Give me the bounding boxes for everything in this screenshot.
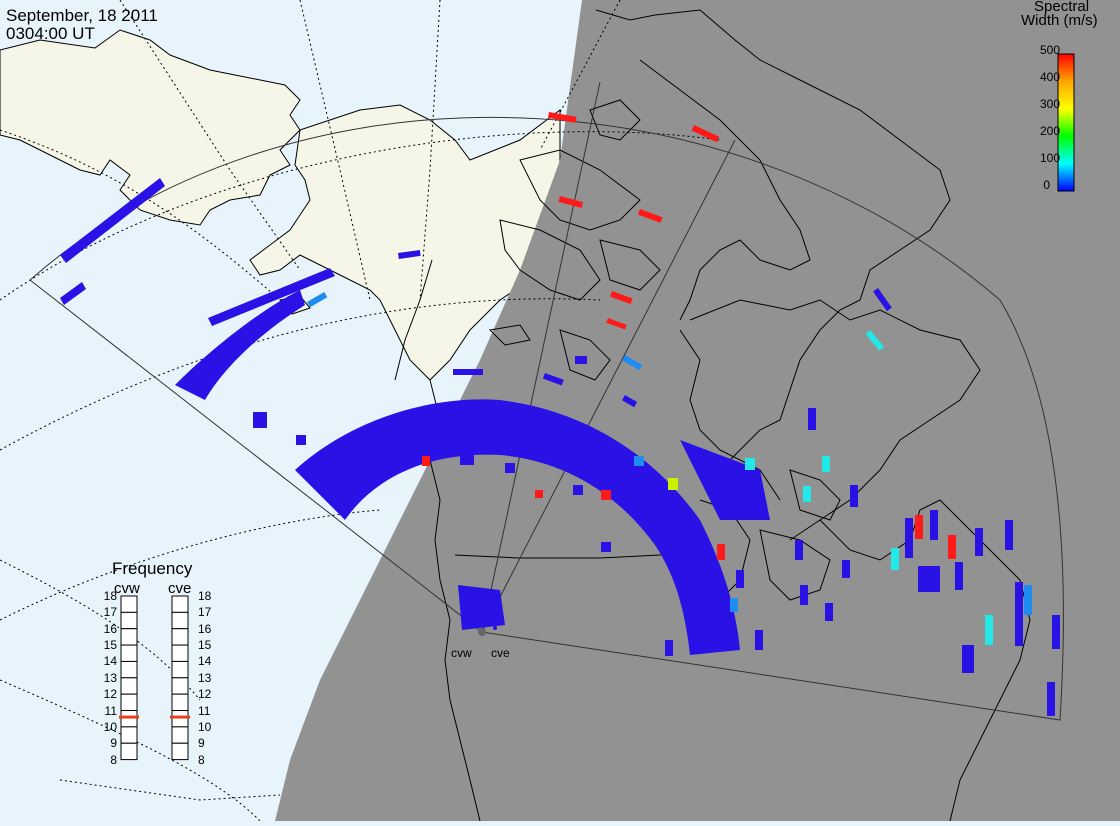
frequency-tick-right: 18 <box>198 589 212 603</box>
frequency-tick-left: 13 <box>103 670 117 685</box>
frequency-cell <box>171 628 189 646</box>
frequency-cell <box>120 595 138 613</box>
colorbar-tick-300: 300 <box>1040 97 1060 111</box>
frequency-panel-title: Frequency <box>112 559 193 578</box>
colorbar-tick-500: 500 <box>1040 43 1060 57</box>
frequency-cell <box>120 611 138 630</box>
frequency-cell <box>171 677 189 695</box>
frequency-cell <box>120 726 138 744</box>
scatter-other-cells <box>634 456 678 490</box>
scatter-red-cells <box>422 112 956 560</box>
scatter-blue-cells <box>253 249 1060 716</box>
frequency-tick-right: 9 <box>198 736 205 751</box>
frequency-col-cve: cve <box>168 580 192 597</box>
frequency-cell <box>171 742 189 761</box>
frequency-tick-right: 16 <box>198 621 212 636</box>
frequency-cell <box>171 726 189 744</box>
frequency-cell <box>171 644 189 662</box>
date-label: September, 18 2011 <box>6 6 158 25</box>
frequency-tick-left: 12 <box>103 687 117 702</box>
frequency-cell <box>120 660 138 679</box>
frequency-tick-right: 13 <box>198 670 212 685</box>
frequency-cell <box>120 644 138 662</box>
frequency-tick-right: 10 <box>198 719 212 734</box>
frequency-tick-left: 18 <box>103 589 117 603</box>
radar-label-cve: cve <box>491 646 510 660</box>
colorbar-title-line1: Spectral <box>1034 0 1090 15</box>
night-coastlines <box>429 9 1031 822</box>
frequency-marker-cve <box>170 715 190 719</box>
frequency-tick-right: 8 <box>198 752 205 767</box>
scatter-azure-cells <box>307 292 1032 615</box>
frequency-cell <box>120 677 138 695</box>
radar-site-markers <box>478 626 497 636</box>
sunlit-land <box>0 29 561 381</box>
frequency-cell <box>171 693 189 712</box>
frequency-marker-cvw <box>119 715 139 719</box>
colorbar-tick-400: 400 <box>1040 70 1060 84</box>
frequency-tick-left: 11 <box>104 703 117 718</box>
colorbar-tick-0: 0 <box>1043 178 1050 192</box>
frequency-tick-left: 10 <box>103 719 117 734</box>
colorbar-tick-100: 100 <box>1040 151 1060 165</box>
scatter-band-upper <box>175 290 305 400</box>
frequency-cell <box>171 660 189 679</box>
colorbar-tick-200: 200 <box>1040 124 1060 138</box>
frequency-cell <box>171 595 189 613</box>
colorbar-title-line2: Width (m/s) <box>1021 12 1098 29</box>
frequency-tick-right: 12 <box>198 687 212 702</box>
frequency-tick-right: 17 <box>198 605 212 620</box>
scatter-band-main <box>295 399 740 655</box>
frequency-cell <box>120 693 138 712</box>
frequency-cell <box>120 742 138 761</box>
frequency-col-cvw: cvw <box>114 580 140 597</box>
radar-field-of-view <box>29 81 1064 721</box>
colorbar-gradient <box>1057 53 1075 192</box>
frequency-tick-left: 15 <box>103 638 117 653</box>
west-radar-scatter <box>60 178 770 655</box>
scatter-cyan-cells <box>745 330 993 645</box>
time-label: 0304:00 UT <box>6 24 95 43</box>
frequency-tick-left: 16 <box>103 621 117 636</box>
frequency-cell <box>171 611 189 630</box>
frequency-tick-right: 11 <box>198 703 211 718</box>
frequency-gauges <box>119 595 190 761</box>
frequency-cell <box>120 710 138 728</box>
frequency-tick-left: 14 <box>103 654 117 669</box>
frequency-tick-right: 14 <box>198 654 212 669</box>
frequency-tick-left: 9 <box>110 736 117 751</box>
frequency-tick-left: 17 <box>103 605 117 620</box>
frequency-cell <box>120 628 138 646</box>
frequency-tick-right: 15 <box>198 638 212 653</box>
frequency-cell <box>171 710 189 728</box>
frequency-tick-left: 8 <box>110 752 117 767</box>
radar-label-cvw: cvw <box>451 646 472 660</box>
